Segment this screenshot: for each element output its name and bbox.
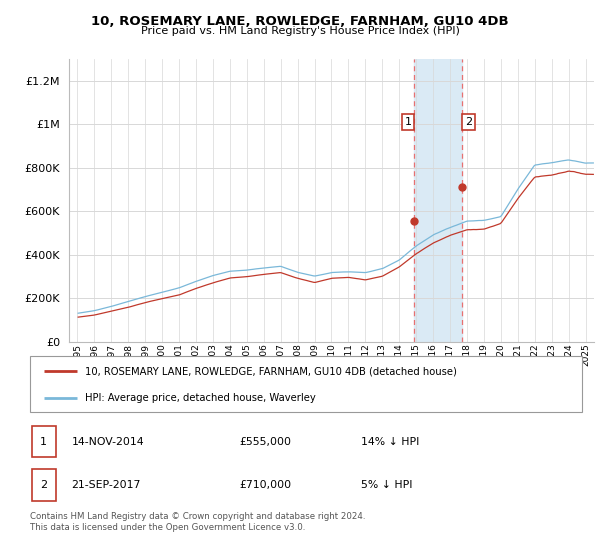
Text: 2: 2 (465, 117, 472, 127)
Text: 21-SEP-2017: 21-SEP-2017 (71, 480, 141, 490)
FancyBboxPatch shape (30, 356, 582, 412)
Text: £710,000: £710,000 (240, 480, 292, 490)
Text: 5% ↓ HPI: 5% ↓ HPI (361, 480, 413, 490)
Bar (414, 59, 462, 342)
Text: Price paid vs. HM Land Registry's House Price Index (HPI): Price paid vs. HM Land Registry's House … (140, 26, 460, 36)
Text: 1: 1 (40, 437, 47, 447)
Text: 2: 2 (40, 480, 47, 490)
FancyBboxPatch shape (32, 426, 56, 458)
Text: 1: 1 (404, 117, 412, 127)
Text: 10, ROSEMARY LANE, ROWLEDGE, FARNHAM, GU10 4DB (detached house): 10, ROSEMARY LANE, ROWLEDGE, FARNHAM, GU… (85, 366, 457, 376)
Text: 14-NOV-2014: 14-NOV-2014 (71, 437, 144, 447)
Text: HPI: Average price, detached house, Waverley: HPI: Average price, detached house, Wave… (85, 393, 316, 403)
Text: 10, ROSEMARY LANE, ROWLEDGE, FARNHAM, GU10 4DB: 10, ROSEMARY LANE, ROWLEDGE, FARNHAM, GU… (91, 15, 509, 27)
Text: £555,000: £555,000 (240, 437, 292, 447)
Text: 14% ↓ HPI: 14% ↓ HPI (361, 437, 419, 447)
Text: Contains HM Land Registry data © Crown copyright and database right 2024.
This d: Contains HM Land Registry data © Crown c… (30, 512, 365, 532)
FancyBboxPatch shape (32, 469, 56, 501)
